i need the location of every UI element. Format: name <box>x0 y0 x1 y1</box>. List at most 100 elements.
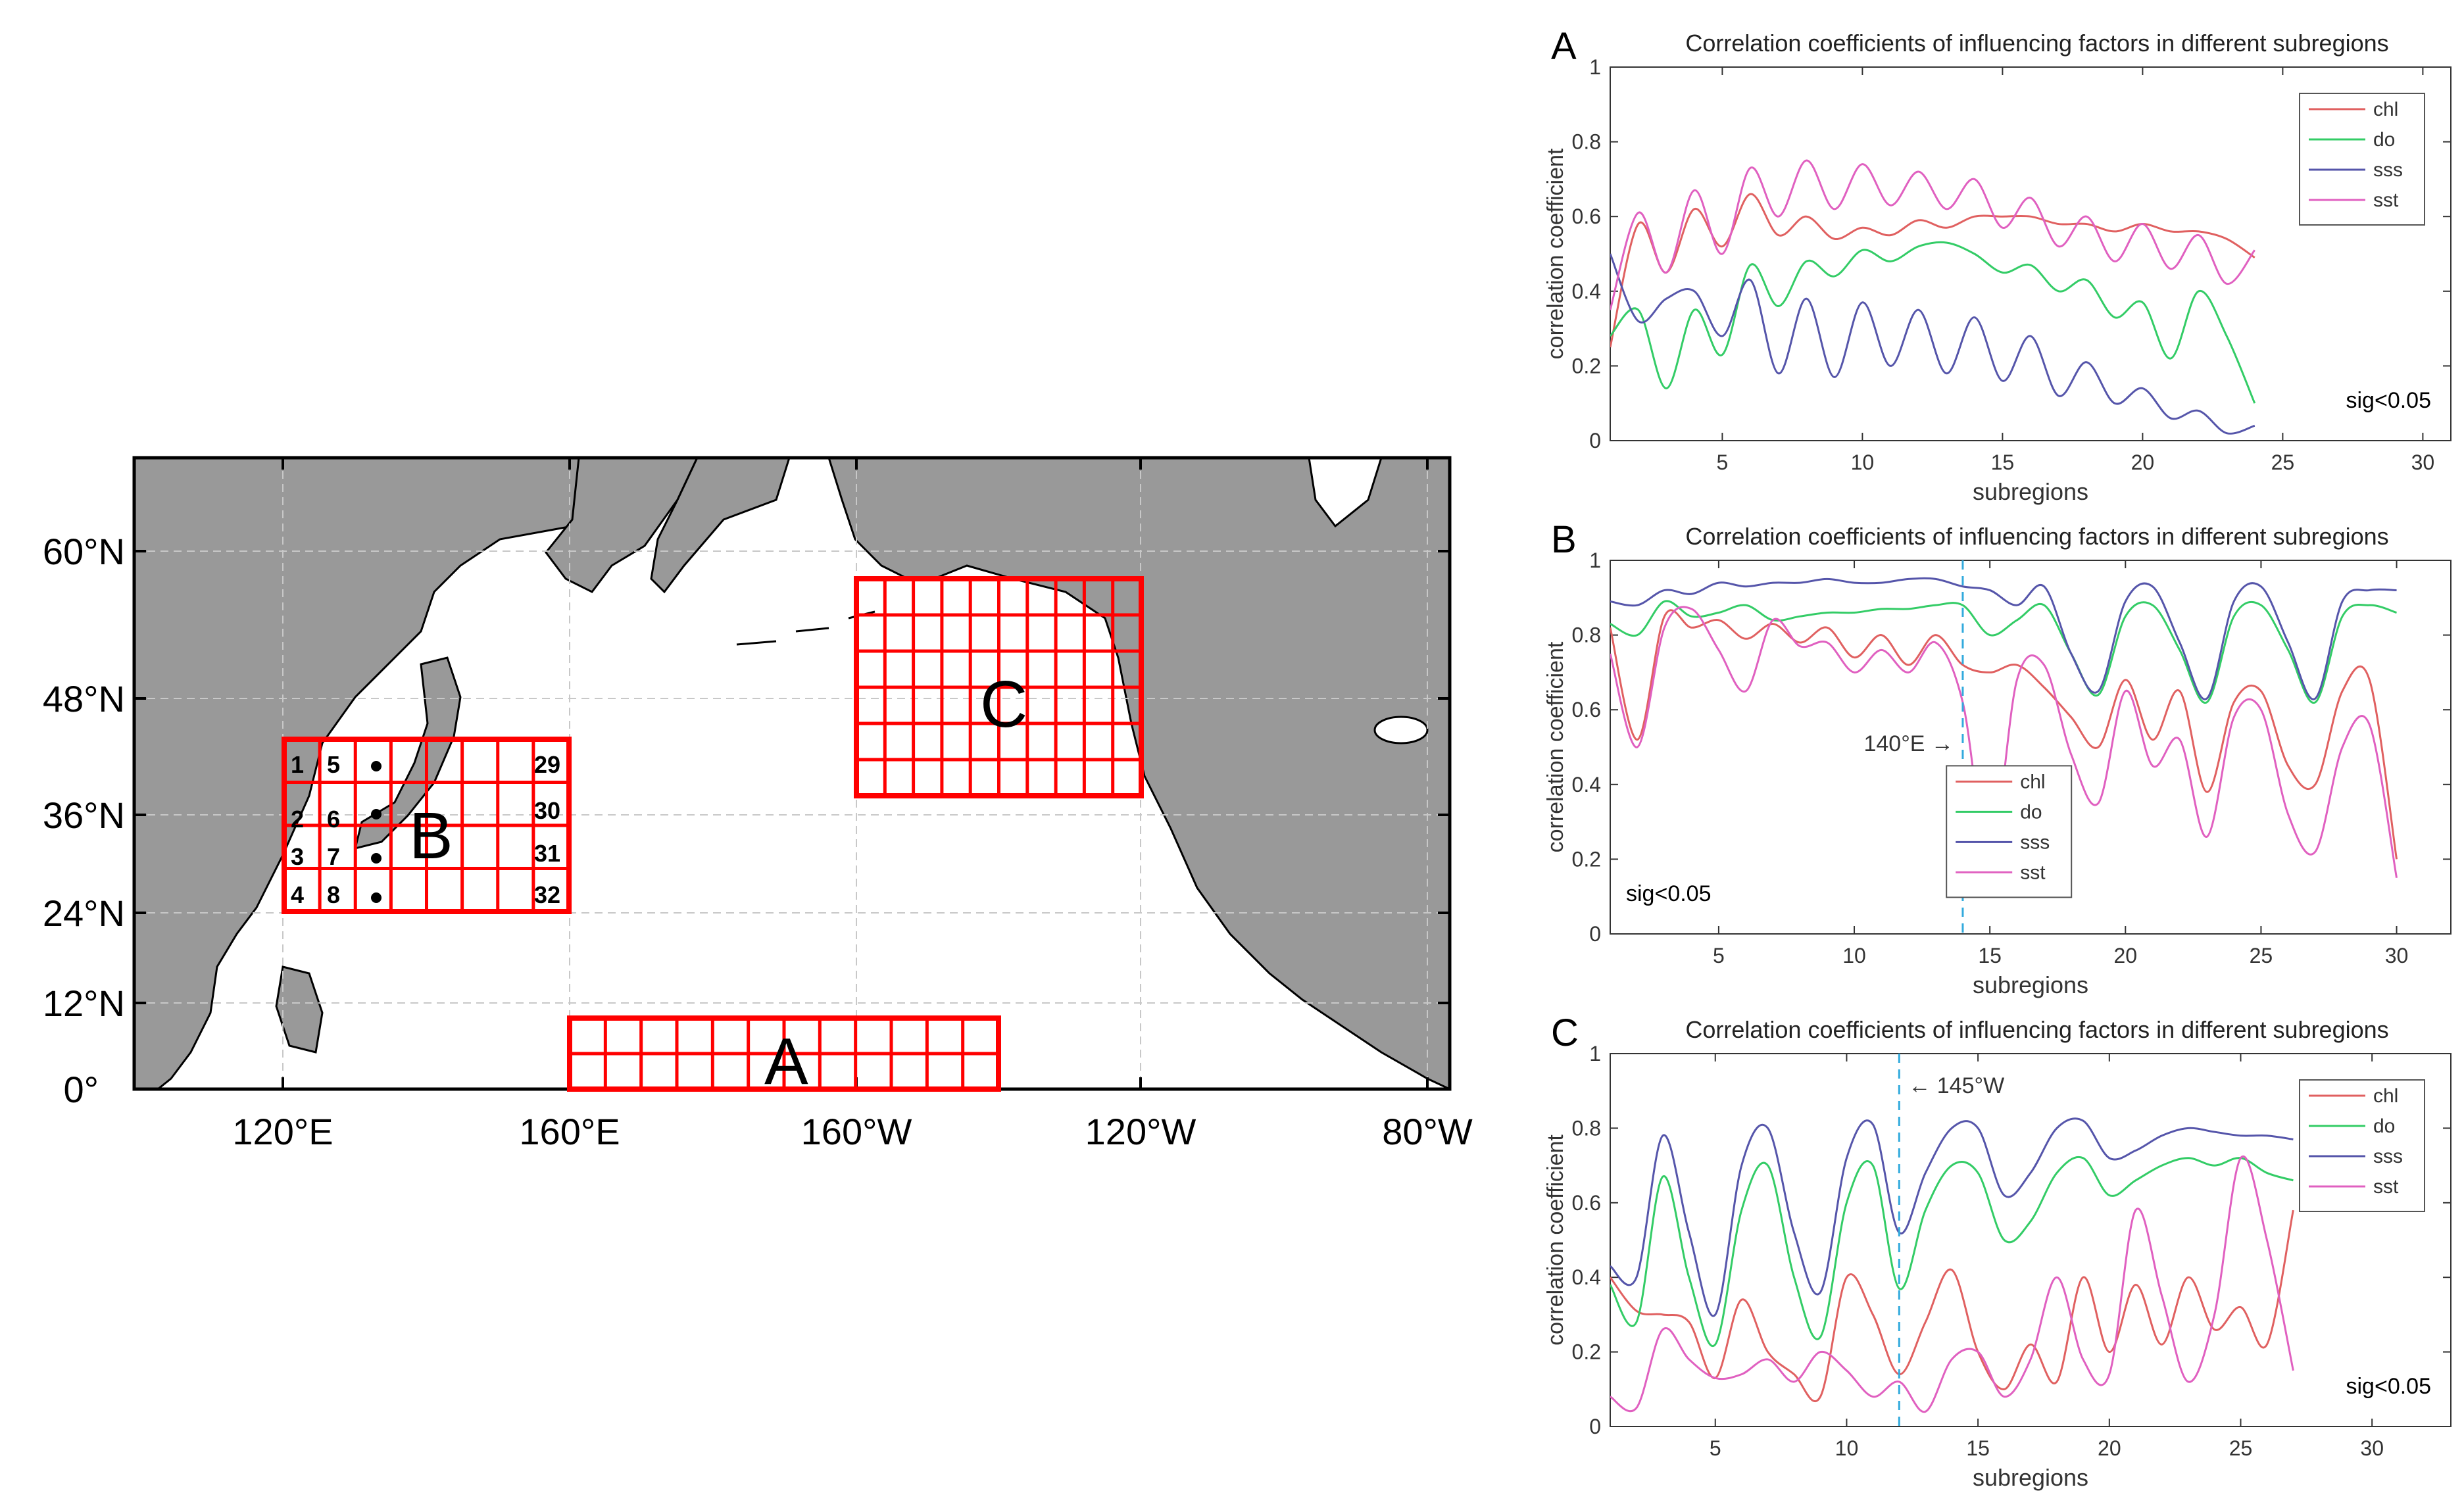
y-tick-label: 0 <box>1589 429 1601 452</box>
legend-label: chl <box>2020 771 2045 793</box>
chart-title: Correlation coefficients of influencing … <box>1685 1016 2388 1043</box>
b-cell-number: 2 <box>291 806 304 833</box>
series-line-chl <box>1610 1209 2294 1403</box>
x-tick-label: 5 <box>1717 451 1729 474</box>
x-tick-label: 5 <box>1713 944 1725 967</box>
legend-label: sss <box>2020 831 2050 853</box>
significance-annotation: sig<0.05 <box>2346 1374 2432 1399</box>
legend-label: sss <box>2373 159 2403 181</box>
x-tick-label: 30 <box>2360 1436 2384 1460</box>
series-line-sst <box>1610 606 2398 879</box>
y-axis-label: correlation coefficient <box>1543 641 1568 852</box>
legend-label: do <box>2020 801 2042 823</box>
b-cell-number: 8 <box>327 881 340 908</box>
hudson-bay <box>1308 458 1383 528</box>
x-tick-label: 25 <box>2250 944 2273 967</box>
x-axis-label: subregions <box>1973 478 2088 505</box>
b-cell-number: 31 <box>534 840 560 867</box>
legend-label: sss <box>2373 1146 2403 1167</box>
x-tick-label: 30 <box>2385 944 2409 967</box>
series-line-sss <box>1610 1117 2294 1317</box>
y-tick-label: 1 <box>1589 549 1601 572</box>
marker-label: ← 145°W <box>1908 1073 2004 1098</box>
lon-label: 160°E <box>519 1111 620 1152</box>
x-tick-label: 20 <box>2131 451 2155 474</box>
series-line-chl <box>1610 609 2398 860</box>
x-tick-label: 15 <box>1991 451 2015 474</box>
lat-label: 36°N <box>43 794 125 836</box>
great-lakes <box>1373 716 1429 744</box>
series-line-sst <box>1610 1155 2294 1413</box>
japan-landmass <box>353 656 462 850</box>
lat-label: 60°N <box>43 531 125 572</box>
y-tick-label: 0.4 <box>1572 280 1601 303</box>
region-b-grid <box>282 737 572 914</box>
y-tick-label: 0.2 <box>1572 354 1601 378</box>
region-label-b: B <box>409 799 453 873</box>
chart-panel-b: Correlation coefficients of influencing … <box>1543 518 2452 998</box>
lon-label: 120°E <box>232 1111 333 1152</box>
lat-label: 12°N <box>43 983 125 1024</box>
y-tick-label: 0.2 <box>1572 1340 1601 1364</box>
y-axis-label: correlation coefficient <box>1543 1134 1568 1346</box>
y-tick-label: 0.6 <box>1572 205 1601 228</box>
b-cell-number: 4 <box>291 881 304 908</box>
x-tick-label: 10 <box>1842 944 1866 967</box>
x-tick-label: 25 <box>2271 451 2295 474</box>
y-tick-label: 1 <box>1589 1042 1601 1065</box>
b-cell-dot <box>371 809 382 819</box>
b-cell-number: 32 <box>534 881 560 908</box>
x-tick-label: 20 <box>2098 1436 2121 1460</box>
legend-box <box>2299 1079 2425 1212</box>
b-cell-number: 29 <box>534 751 560 778</box>
b-cell-number: 30 <box>534 797 560 824</box>
lat-label: 48°N <box>43 678 125 719</box>
asia-landmass <box>134 458 593 1089</box>
lon-label: 120°W <box>1085 1111 1196 1152</box>
b-cell-number: 7 <box>327 843 340 870</box>
y-tick-label: 0.4 <box>1572 1265 1601 1289</box>
region-c-grid <box>854 576 1144 798</box>
series-line-do <box>1610 1156 2294 1348</box>
chart-panel-a: Correlation coefficients of influencing … <box>1543 25 2452 505</box>
y-tick-label: 0.6 <box>1572 698 1601 721</box>
legend-label: do <box>2373 1115 2395 1137</box>
legend-box <box>1946 765 2073 898</box>
kamchatka-landmass <box>650 458 791 594</box>
legend-label: do <box>2373 129 2395 151</box>
y-tick-label: 1 <box>1589 55 1601 79</box>
pacific-subregion-map: 60°N 48°N 36°N 24°N 12°N 0° 120°E 160°E … <box>43 456 1473 1152</box>
y-tick-label: 0 <box>1589 922 1601 946</box>
region-label-a: A <box>764 1025 808 1098</box>
x-axis-label: subregions <box>1973 1464 2088 1491</box>
significance-annotation: sig<0.05 <box>2346 388 2432 413</box>
lon-label: 160°W <box>801 1111 912 1152</box>
y-tick-label: 0.8 <box>1572 623 1601 647</box>
lat-label: 0° <box>63 1069 99 1110</box>
philippines-landmass <box>275 965 324 1054</box>
legend-box <box>2299 93 2425 226</box>
lon-label: 80°W <box>1382 1111 1473 1152</box>
series-line-sss <box>1610 577 2397 700</box>
region-label-c: C <box>980 668 1027 741</box>
b-cell-dot <box>371 853 382 864</box>
legend-label: chl <box>2373 99 2398 120</box>
y-tick-label: 0.2 <box>1572 847 1601 871</box>
b-cell-number: 1 <box>291 751 304 778</box>
y-tick-label: 0 <box>1589 1415 1601 1438</box>
legend-label: sst <box>2373 1176 2399 1198</box>
region-a-grid <box>567 1015 1001 1092</box>
y-tick-label: 0.8 <box>1572 1116 1601 1140</box>
x-tick-label: 30 <box>2411 451 2435 474</box>
series-line-sst <box>1610 159 2256 310</box>
chart-panel-c: Correlation coefficients of influencing … <box>1543 1012 2452 1491</box>
x-tick-label: 25 <box>2229 1436 2253 1460</box>
b-cell-number: 6 <box>327 806 340 833</box>
x-tick-label: 10 <box>1851 451 1875 474</box>
b-cell-dot <box>371 892 382 903</box>
lat-label: 24°N <box>43 892 125 934</box>
y-axis-label: correlation coefficient <box>1543 148 1568 359</box>
panel-letter: C <box>1551 1012 1579 1054</box>
x-tick-label: 5 <box>1710 1436 1721 1460</box>
x-tick-label: 10 <box>1835 1436 1859 1460</box>
